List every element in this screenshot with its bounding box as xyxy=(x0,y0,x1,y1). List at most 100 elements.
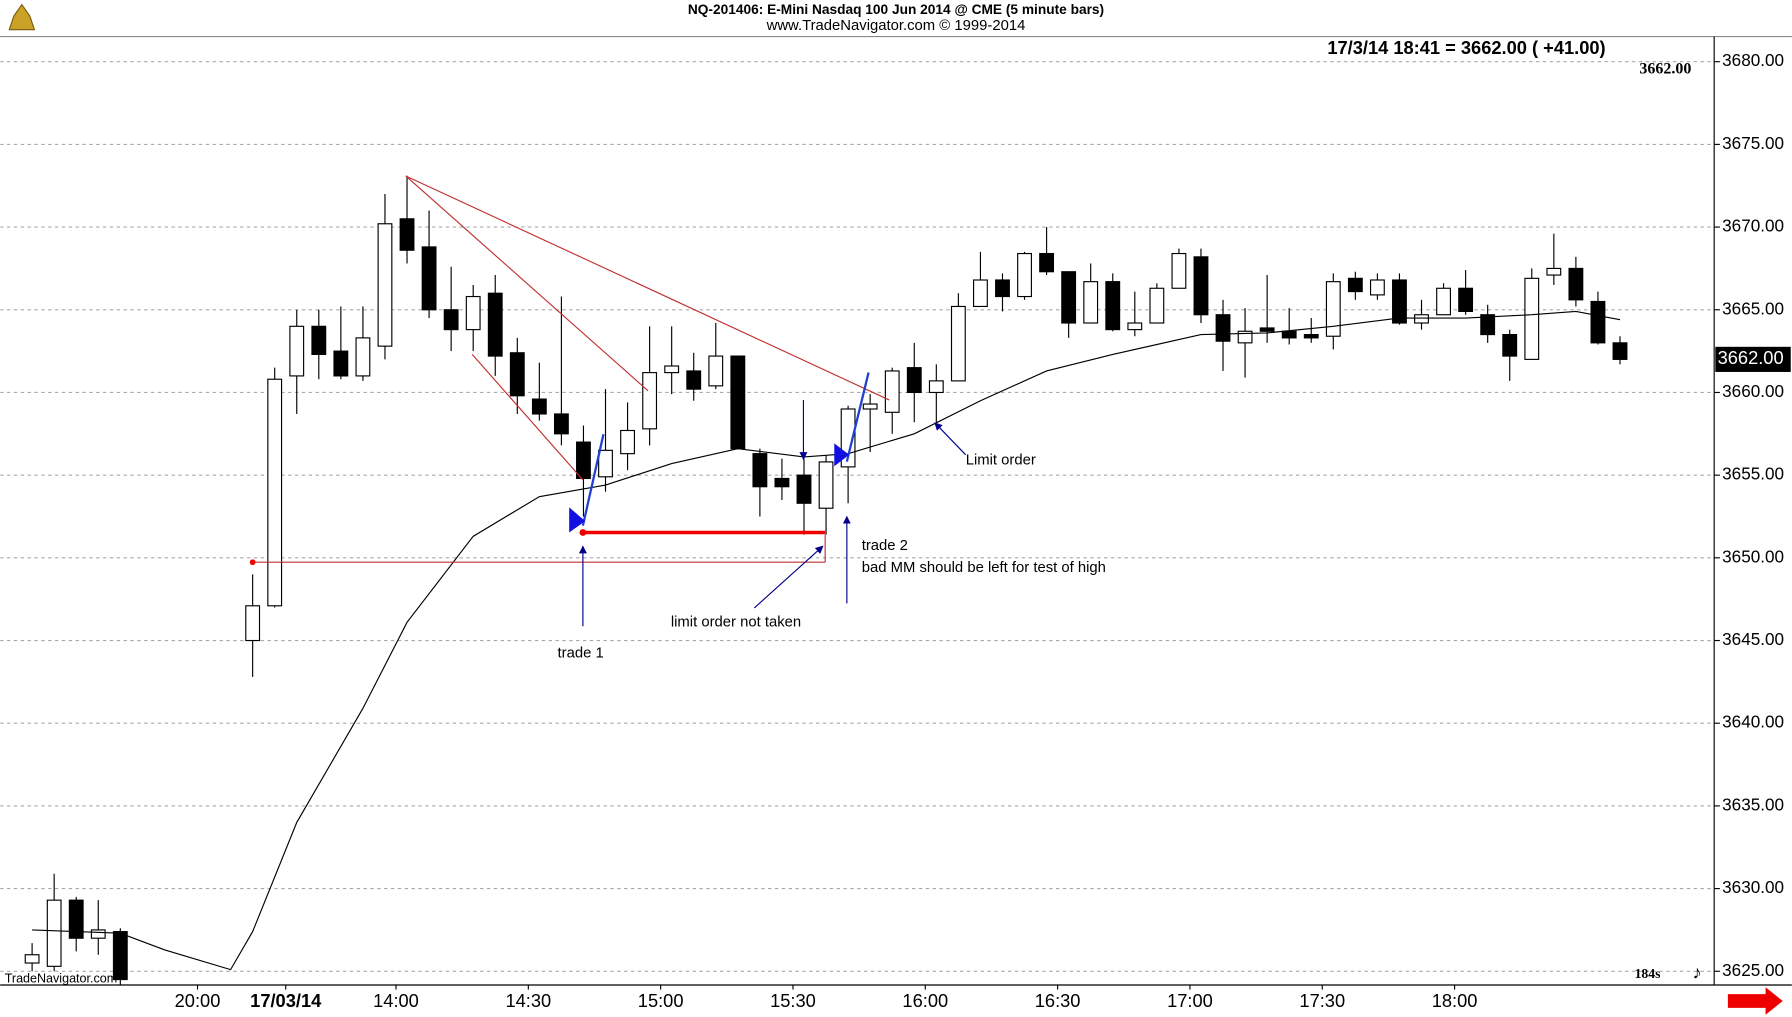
y-tick-label: 3680.00 xyxy=(1722,50,1784,70)
candle-body xyxy=(399,218,415,251)
candle-body xyxy=(1568,267,1584,301)
header xyxy=(0,0,1792,37)
y-tick-label: 3655.00 xyxy=(1722,464,1784,484)
y-tick-label: 3660.00 xyxy=(1722,381,1784,401)
x-tick-label: 20:00 xyxy=(175,990,221,1011)
x-tick-label: 18:00 xyxy=(1432,990,1478,1011)
timer: 184s xyxy=(1635,966,1661,981)
annotation: bad MM should be left for test of high xyxy=(862,560,1106,576)
trendline xyxy=(405,175,890,401)
trendline xyxy=(405,175,649,392)
candle-body xyxy=(1325,281,1341,337)
candle-body xyxy=(730,355,746,450)
candle-body xyxy=(576,441,591,480)
candle-body xyxy=(509,352,525,397)
candle-body xyxy=(1061,271,1077,324)
entry-marker xyxy=(569,507,586,533)
candle-body xyxy=(1369,279,1385,296)
entry-line xyxy=(581,433,605,526)
candle-body xyxy=(377,223,393,347)
candle-body xyxy=(1149,287,1165,324)
candle-body xyxy=(1127,322,1143,331)
x-tick-label: 16:00 xyxy=(902,990,948,1011)
candle-body xyxy=(1215,314,1231,342)
entry-line xyxy=(845,372,870,462)
annotation: Limit order xyxy=(966,452,1036,468)
arrow xyxy=(753,545,824,609)
candle-body xyxy=(1414,314,1429,324)
trendline xyxy=(471,353,584,481)
candle-body xyxy=(267,378,283,607)
candle-body xyxy=(531,398,547,415)
plot xyxy=(0,61,1715,985)
title: NQ-201406: E-Mini Nasdaq 100 Jun 2014 @ … xyxy=(688,2,1104,17)
annotation: limit order not taken xyxy=(671,615,801,631)
candle-body xyxy=(1436,287,1451,316)
sound-icon[interactable]: ♪ xyxy=(1692,961,1701,982)
candle-body xyxy=(973,279,988,308)
last-price-label: 3662.00 xyxy=(1718,347,1784,368)
candle-body xyxy=(553,413,569,435)
candle-body xyxy=(68,899,84,939)
x-tick-label: 15:30 xyxy=(770,990,816,1011)
candle-body xyxy=(752,453,768,488)
logo xyxy=(8,3,36,31)
candle-body xyxy=(598,449,613,478)
drawings xyxy=(249,175,967,627)
y-tick-label: 3625.00 xyxy=(1722,960,1784,980)
candle-body xyxy=(465,295,481,331)
candle-body xyxy=(774,477,790,488)
y-tick-label: 3640.00 xyxy=(1722,712,1784,732)
x-tick-label: 17:30 xyxy=(1299,990,1345,1011)
candle-body xyxy=(642,372,658,430)
candle-body xyxy=(1480,314,1496,336)
candle-body xyxy=(686,370,702,390)
stop-dot xyxy=(579,529,587,536)
scroll-arrow[interactable] xyxy=(1727,987,1783,1015)
y-tick-label: 3665.00 xyxy=(1722,298,1784,318)
candle-body xyxy=(355,337,371,377)
candle-body xyxy=(1017,252,1032,298)
candle-body xyxy=(46,899,62,967)
y-tick-label: 3650.00 xyxy=(1722,546,1784,566)
last-price-text: 3662.00 xyxy=(1639,60,1691,77)
candle-body xyxy=(928,380,944,394)
candle-body xyxy=(1193,256,1209,316)
candle-body xyxy=(862,403,878,410)
candle-body xyxy=(1347,277,1363,293)
y-tick-label: 3670.00 xyxy=(1722,216,1784,236)
candle-body xyxy=(1105,281,1121,331)
candle-body xyxy=(884,370,900,413)
subtitle: www.TradeNavigator.com © 1999-2014 xyxy=(766,18,1026,34)
candle-body xyxy=(90,929,106,939)
candle-body xyxy=(1303,334,1319,339)
candle-body xyxy=(487,292,503,357)
x-tick-label: 14:30 xyxy=(505,990,551,1011)
candle-body xyxy=(421,246,437,311)
candle-body xyxy=(1039,252,1055,273)
quote: 17/3/14 18:41 = 3662.00 ( +41.00) xyxy=(1327,37,1605,58)
candle-body xyxy=(620,429,635,455)
candle-body xyxy=(1502,334,1518,357)
candle-body xyxy=(1458,287,1474,312)
y-tick-label: 3645.00 xyxy=(1722,629,1784,649)
annotation: trade 1 xyxy=(558,646,604,662)
candle-body xyxy=(1259,327,1275,332)
entry-marker xyxy=(834,443,850,467)
candle-body xyxy=(333,350,349,377)
x-tick-label: 17/03/14 xyxy=(250,990,322,1011)
candle-body xyxy=(1281,330,1297,339)
last-price-box xyxy=(1715,346,1791,372)
candle-body xyxy=(245,605,261,642)
candle-body xyxy=(443,309,459,331)
candle-body xyxy=(906,367,922,394)
candle-body xyxy=(818,461,834,509)
y-tick-label: 3675.00 xyxy=(1722,133,1784,153)
candle-body xyxy=(311,325,327,355)
candle-body xyxy=(995,279,1010,298)
candle-body xyxy=(708,355,724,387)
candle-body xyxy=(1392,279,1407,324)
x-tick-label: 14:00 xyxy=(373,990,419,1011)
candle-body xyxy=(1237,330,1253,344)
